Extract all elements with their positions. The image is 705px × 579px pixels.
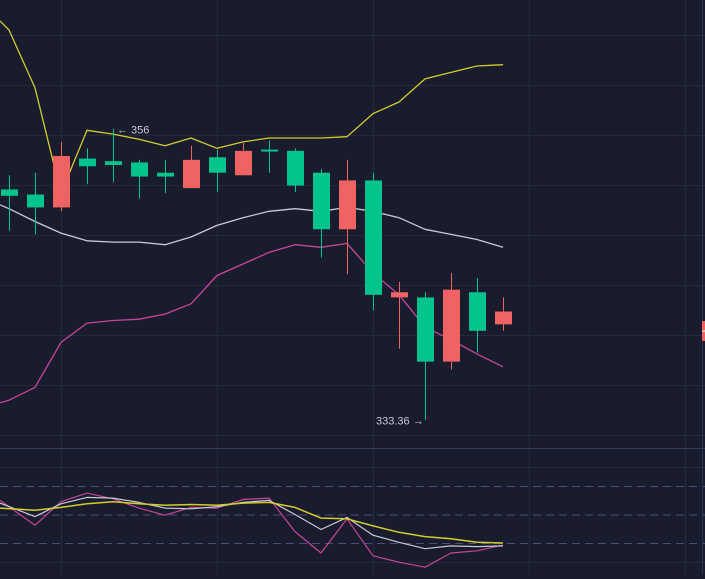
candle-body [417, 297, 434, 362]
candle-body [391, 292, 408, 298]
candle-up[interactable] [287, 148, 304, 192]
candle-body [53, 155, 70, 208]
candle-body [157, 172, 174, 177]
candle-down[interactable] [235, 143, 252, 176]
candle-body [495, 311, 512, 325]
candle-body [313, 172, 330, 230]
candle-up[interactable] [261, 140, 278, 173]
lowest-low-annotation: 333.36 → [376, 416, 424, 428]
candle-down[interactable] [391, 281, 408, 349]
candle-body [469, 292, 486, 331]
oscillator-series [0, 492, 504, 568]
candle-up[interactable] [313, 168, 330, 258]
candle-up[interactable] [105, 129, 122, 182]
oscillator-signal-line [0, 496, 504, 550]
candle-down[interactable] [495, 297, 512, 331]
candle-up[interactable] [365, 172, 382, 311]
candlestick-series[interactable] [1, 129, 512, 420]
candle-body [235, 150, 252, 176]
oscillator-level-lines [0, 486, 705, 544]
candle-body [287, 150, 304, 186]
candle-down[interactable] [443, 272, 460, 370]
candle-up[interactable] [27, 172, 44, 235]
candle-up[interactable] [131, 159, 148, 199]
lower-band-line [0, 242, 504, 404]
candle-up[interactable] [79, 148, 96, 185]
candle-body [339, 180, 356, 230]
candle-up[interactable] [157, 159, 174, 194]
oscillator-slow-line [0, 500, 504, 544]
highest-high-annotation: ← 356 [117, 125, 149, 137]
oscillator-fast-line [0, 492, 504, 568]
candle-body [27, 194, 44, 208]
candle-body [183, 159, 200, 189]
candle-body [79, 158, 96, 167]
candle-body [209, 157, 226, 173]
candle-body [261, 149, 278, 152]
candle-body [131, 162, 148, 177]
candle-up[interactable] [469, 278, 486, 353]
middle-band-line [0, 204, 504, 248]
candle-body [105, 161, 122, 165]
candle-body [1, 189, 18, 196]
candle-down[interactable] [53, 141, 70, 212]
candle-up[interactable] [209, 149, 226, 192]
candle-up[interactable] [417, 292, 434, 420]
candle-up[interactable] [1, 175, 18, 231]
candle-body [365, 180, 382, 295]
candle-down[interactable] [339, 159, 356, 275]
candle-down[interactable] [183, 145, 200, 189]
candle-body [443, 289, 460, 362]
